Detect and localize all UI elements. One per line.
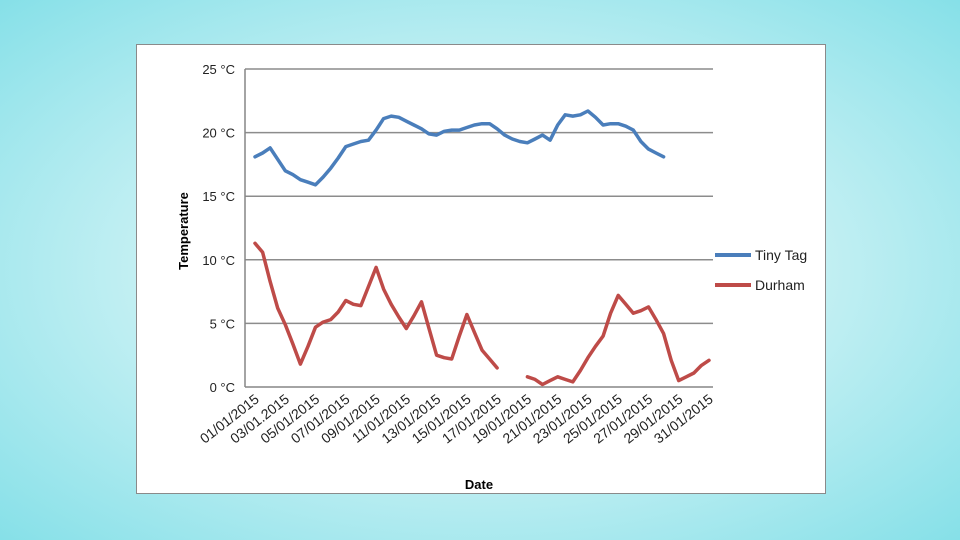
y-tick-label: 5 °C [210,316,235,331]
x-tick-labels: 01/01/201503/01.201505/01/201507/01/2015… [197,391,716,447]
y-tick-labels: 0 °C 5 °C 10 °C 15 °C 20 °C 25 °C [202,62,235,395]
x-axis-title: Date [465,477,493,492]
y-tick-label: 25 °C [202,62,235,77]
series-line-durham [253,241,711,387]
series-line-tiny-tag [253,109,666,187]
legend-label-tiny-tag: Tiny Tag [755,247,807,263]
legend: Tiny Tag Durham [715,247,807,293]
legend-label-durham: Durham [755,277,805,293]
series-lines [253,109,711,387]
line-chart: 0 °C 5 °C 10 °C 15 °C 20 °C 25 °C 01/01/20150… [176,62,807,492]
y-tick-label: 0 °C [210,380,235,395]
y-tick-label: 15 °C [202,189,235,204]
y-tick-label: 10 °C [202,253,235,268]
y-tick-label: 20 °C [202,126,235,141]
y-axis-title: Temperature [176,192,191,270]
chart-frame: 0 °C 5 °C 10 °C 15 °C 20 °C 25 °C 01/01/2015 0… [136,44,826,494]
